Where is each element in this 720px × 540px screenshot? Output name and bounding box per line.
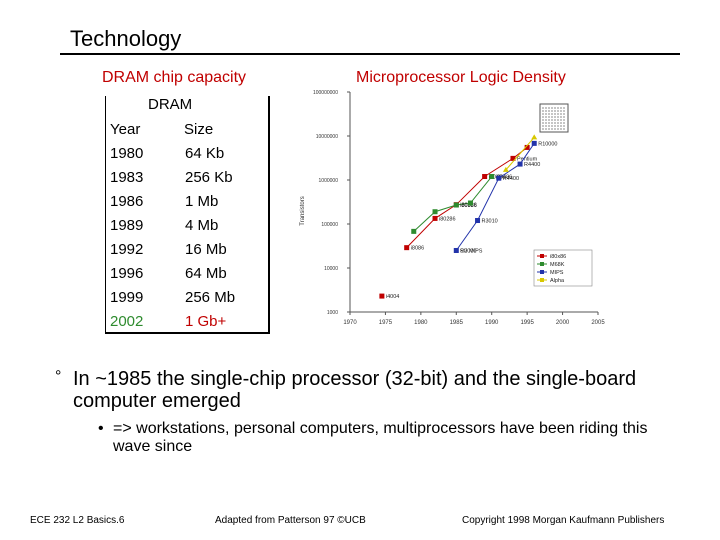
legend-label: i80x86 (550, 254, 566, 260)
data-point (404, 245, 410, 251)
data-point (531, 140, 537, 146)
x-tick-label: 1970 (343, 320, 357, 326)
size-cell: 64 Mb (185, 265, 227, 282)
year-cell: 1992 (110, 241, 144, 258)
legend-label: MIPS (550, 270, 564, 276)
point-label: R10000 (538, 141, 557, 147)
point-label: i4004 (386, 294, 399, 300)
highlight-box (542, 106, 566, 130)
point-label: R4400 (503, 176, 519, 182)
x-tick-label: 1990 (485, 320, 499, 326)
data-point (432, 215, 438, 221)
data-point (475, 218, 481, 224)
point-label: i80386 (460, 203, 477, 209)
bullet-marker: ° (55, 368, 62, 385)
size-cell: 16 Mb (185, 241, 227, 258)
point-label: i80286 (439, 216, 456, 222)
y-tick-label: 10000000 (316, 134, 338, 140)
data-point (432, 209, 438, 215)
point-label: i8086 (411, 246, 424, 252)
title-rule (60, 53, 680, 55)
legend-marker (540, 278, 544, 282)
slide-title: Technology (70, 26, 182, 51)
dram-section-title: DRAM chip capacity (102, 69, 247, 86)
x-tick-label: 1980 (414, 320, 428, 326)
y-axis-label: Transistors (300, 196, 306, 225)
legend-marker (540, 254, 544, 258)
sub-bullet-text: => workstations, personal computers, mul… (113, 420, 648, 455)
data-point (510, 155, 516, 161)
data-point (517, 161, 523, 167)
size-cell: 1 Gb+ (185, 313, 227, 330)
x-tick-label: 2000 (556, 320, 570, 326)
point-label: i80486 (496, 175, 513, 181)
point-label: R3010 (482, 219, 498, 225)
data-point (453, 202, 459, 208)
footer-left: ECE 232 L2 Basics.6 (30, 515, 125, 526)
x-tick-label: 1975 (379, 320, 393, 326)
data-point (411, 228, 417, 234)
data-point (524, 144, 530, 150)
microprocessor-section-title: Microprocessor Logic Density (356, 69, 566, 86)
point-label: SU MIPS (460, 248, 483, 254)
size-cell: 64 Kb (185, 145, 225, 162)
series-line (505, 137, 535, 171)
year-cell: 1980 (110, 145, 144, 162)
y-tick-label: 1000 (327, 310, 338, 316)
point-label: R2000 (460, 248, 476, 254)
year-column-header: Year (110, 121, 141, 138)
year-cell: 1986 (110, 193, 144, 210)
point-label: R4400 (524, 162, 540, 168)
dram-table (105, 96, 270, 334)
y-tick-label: 100000 (321, 222, 338, 228)
point-label: i80386 (460, 203, 477, 209)
data-point (482, 174, 488, 180)
size-column-header: Size (184, 121, 214, 138)
series-line (406, 147, 528, 249)
series-line (413, 176, 493, 232)
legend-label: M68K (550, 262, 565, 268)
y-tick-label: 10000 (324, 266, 338, 272)
data-point (502, 166, 509, 172)
data-point (531, 134, 538, 140)
data-point (467, 200, 473, 206)
size-cell: 256 Kb (185, 169, 233, 186)
size-cell: 256 Mb (185, 289, 236, 306)
year-cell: 2002 (110, 313, 144, 330)
legend-marker (540, 262, 544, 266)
x-tick-label: 1995 (520, 320, 534, 326)
data-point (453, 247, 459, 253)
footer-right: Copyright 1998 Morgan Kaufmann Publisher… (462, 515, 665, 526)
dram-header-top: DRAM (148, 96, 193, 113)
y-tick-label: 1000000 (319, 178, 339, 184)
logic-density-chart: 100000000 10000000 1000000 100000 10000 1000 1… (300, 90, 605, 326)
legend-label: Alpha (550, 278, 565, 284)
main-bullet-text: In ~1985 the single-chip processor (32-b… (73, 368, 637, 412)
data-point (379, 293, 385, 299)
x-tick-label: 2005 (591, 320, 605, 326)
size-cell: 1 Mb (185, 193, 219, 210)
point-label: Pentium (517, 156, 538, 162)
x-tick-label: 1985 (450, 320, 464, 326)
size-cell: 4 Mb (185, 217, 219, 234)
legend-marker (540, 270, 544, 274)
year-cell: 1989 (110, 217, 144, 234)
y-tick-label: 100000000 (313, 90, 338, 96)
footer-center: Adapted from Patterson 97 ©UCB (215, 515, 366, 526)
year-cell: 1999 (110, 289, 144, 306)
data-point (496, 175, 502, 181)
bullet-dot: • (98, 420, 104, 437)
year-cell: 1996 (110, 265, 144, 282)
year-cell: 1983 (110, 169, 144, 186)
data-point (489, 174, 495, 180)
